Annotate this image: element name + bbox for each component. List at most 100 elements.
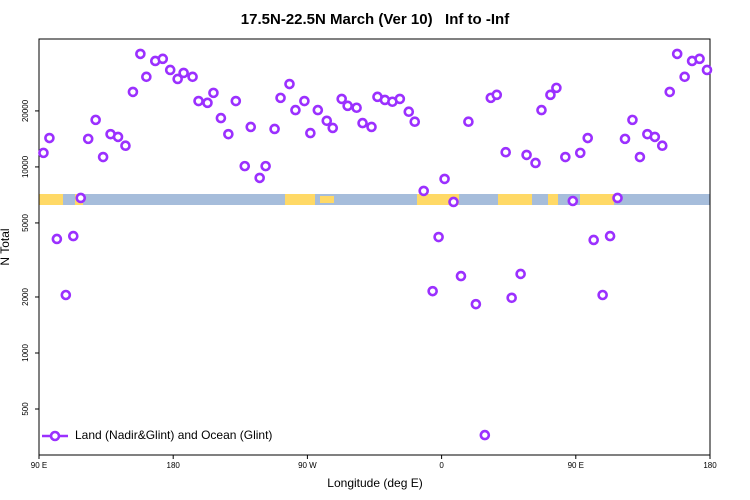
data-point [178,67,189,79]
data-point [351,102,362,114]
data-point [97,151,109,163]
data-point [679,71,690,83]
data-point [521,149,532,161]
data-point [463,116,474,128]
data-point [470,298,482,310]
data-point [208,87,219,99]
data-point [336,93,347,105]
land-band [580,194,614,205]
data-point [90,114,101,126]
data-point [479,429,491,441]
data-point [141,71,152,83]
data-point [38,147,49,159]
data-point [157,53,169,65]
data-point [51,233,63,245]
x-axis-label: Longitude (deg E) [327,476,422,490]
land-band [285,194,315,205]
data-point [701,64,713,76]
data-point [275,92,286,104]
data-point [193,95,204,107]
data-point [75,192,87,204]
data-point [427,285,438,297]
x-tick-label: 0 [439,461,444,470]
x-tick-label: 180 [167,461,181,470]
data-point [409,116,421,128]
data-point [664,86,676,98]
data-point [619,133,631,145]
data-point [164,64,176,76]
data-point [604,230,616,242]
land-band [417,194,459,205]
y-tick-label: 5000 [21,213,30,231]
data-point [455,270,467,282]
data-point [612,192,623,204]
data-point [305,127,316,139]
data-point [112,131,124,143]
data-point [574,147,586,159]
y-axis-label: N Total [0,228,12,265]
data-point [230,95,242,107]
data-point [284,78,295,90]
data-point [439,173,450,185]
y-tick-label: 1000 [21,344,30,362]
data-point [403,106,415,118]
data-point [366,121,377,133]
data-point [448,196,459,208]
data-point [312,104,324,116]
data-point [215,112,227,124]
data-point [223,128,234,140]
land-band [548,194,558,205]
data-point [530,157,541,169]
data-point [342,100,353,112]
data-point [418,185,430,197]
data-point [433,231,444,243]
land-band [39,194,63,205]
data-point [694,53,705,65]
data-point [67,230,79,242]
data-point [545,89,556,101]
data-point [135,48,146,60]
data-point [120,140,131,152]
data-point [260,160,271,172]
chart-title: 17.5N-22.5N March (Ver 10) Inf to -Inf [241,11,510,28]
data-point [491,89,503,101]
data-point [127,86,139,98]
data-point [394,93,406,105]
land-band [320,196,334,203]
data-point [506,292,517,304]
data-point [269,123,280,135]
x-tick-label: 90 W [298,461,317,470]
legend-marker [49,430,61,442]
legend-label: Land (Nadir&Glint) and Ocean (Glint) [75,428,272,442]
data-point [567,195,579,207]
data-point [245,121,257,133]
data-point [551,82,562,94]
data-point [560,151,571,163]
data-point [582,132,594,144]
data-point [290,104,301,116]
y-tick-label: 500 [21,402,30,416]
y-tick-label: 10000 [21,155,30,178]
data-point [187,71,198,83]
ocean-band [39,194,710,205]
land-band [498,194,532,205]
data-point [239,160,251,172]
data-point [515,268,526,280]
x-tick-label: 90 E [31,461,47,470]
y-tick-label: 2000 [21,288,30,306]
data-point [172,73,183,85]
data-point [500,146,512,158]
data-point [588,234,599,246]
data-point [597,289,608,301]
data-point [649,131,661,143]
data-point [634,151,646,163]
data-point [671,48,683,60]
y-tick-label: 20000 [21,99,30,122]
data-point [536,104,547,116]
plot-frame [38,38,711,456]
data-point [44,132,55,144]
data-point [327,122,339,134]
data-point [627,114,638,126]
